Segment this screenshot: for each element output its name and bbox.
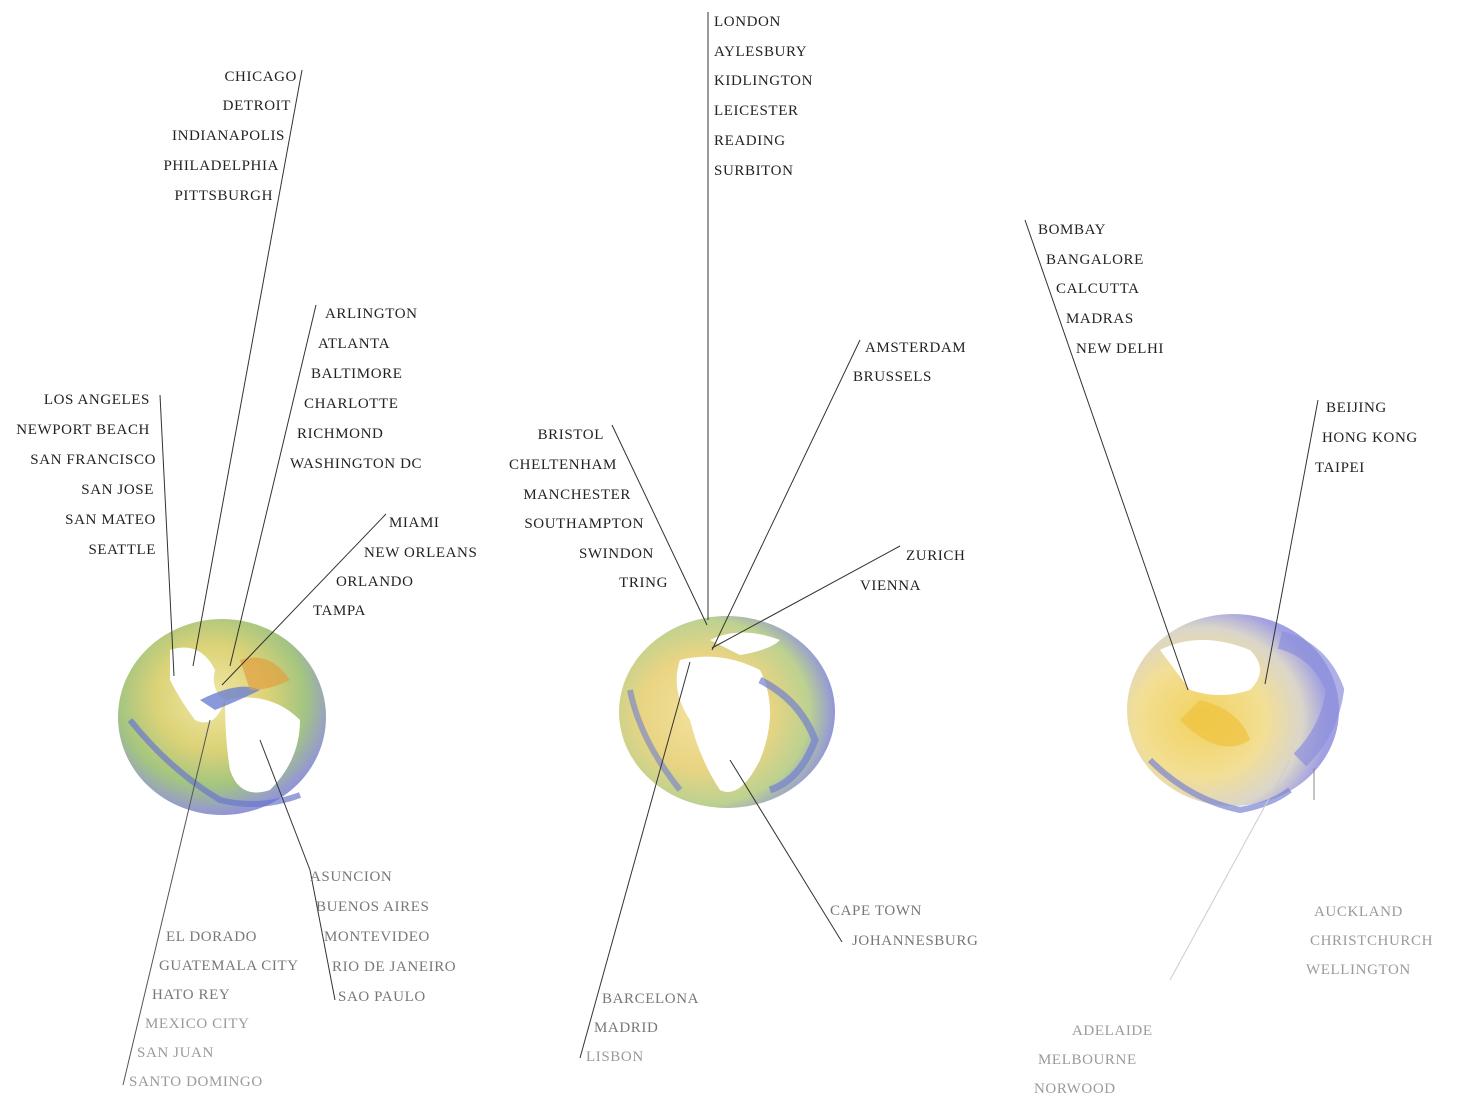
city-label: NORWOOD [1034,1081,1116,1097]
city-label: SANTO DOMINGO [129,1074,263,1090]
city-label: ASUNCION [310,869,393,885]
city-label: AUCKLAND [1314,904,1403,920]
city-label: SEATTLE [88,542,156,558]
city-label: MEXICO CITY [145,1016,250,1032]
city-label: CHARLOTTE [304,396,399,412]
city-label: SAN FRANCISCO [30,452,156,468]
globe-americas [118,619,326,815]
leader-south [221,513,387,686]
city-label: ORLANDO [336,574,414,590]
city-label: EL DORADO [166,929,258,945]
city-label: JOHANNESBURG [852,933,979,949]
leader-south-africa [729,759,843,943]
city-label: BOMBAY [1038,222,1107,238]
city-label: CAPE TOWN [830,903,922,919]
city-label: MADRAS [1066,311,1134,327]
city-label: TRING [619,575,668,591]
city-label: READING [714,133,786,149]
city-label: KIDLINGTON [714,73,814,89]
city-label: LEICESTER [714,103,799,119]
city-label: CHRISTCHURCH [1310,933,1434,949]
city-label: SAN MATEO [65,512,156,528]
city-label: HATO REY [152,987,231,1003]
city-label: BANGALORE [1046,252,1144,268]
city-label: MELBOURNE [1038,1052,1137,1068]
city-label: BRUSSELS [853,369,932,385]
city-label: MONTEVIDEO [324,929,430,945]
leader-uk-west [611,424,708,626]
leader-west [159,394,175,677]
city-label: SAO PAULO [338,989,426,1005]
city-label: AYLESBURY [714,44,808,60]
city-label: ATLANTA [318,336,391,352]
city-label: SURBITON [714,163,794,179]
globe-europe-africa [619,616,835,808]
city-label: ARLINGTON [325,306,418,322]
city-label: AMSTERDAM [865,340,967,356]
leader-south-america [259,739,311,871]
city-label: BARCELONA [602,991,700,1007]
city-label: TAMPA [313,603,366,619]
leader-midwest [192,69,303,667]
city-label: BALTIMORE [311,366,403,382]
city-label: GUATEMALA CITY [159,958,299,974]
city-label: CHICAGO [224,69,297,85]
city-label: PHILADELPHIA [163,158,279,174]
city-label: WELLINGTON [1306,962,1411,978]
city-label: SOUTHAMPTON [524,516,644,532]
leader-east [229,304,317,667]
leader-australia [1169,759,1291,981]
city-label: LONDON [714,14,781,30]
city-label: LOS ANGELES [43,392,150,408]
city-label: MIAMI [389,515,440,531]
city-label: NEW DELHI [1076,341,1165,357]
city-label: BEIJING [1326,400,1387,416]
leader-india [1024,219,1189,691]
city-label: NEW ORLEANS [364,545,478,561]
city-label: LISBON [586,1049,644,1065]
city-label: SWINDON [578,546,654,562]
city-label: PITTSBURGH [174,188,273,204]
city-label: RICHMOND [297,426,384,442]
city-label: DETROIT [222,98,291,114]
leader-east-asia [1264,399,1319,685]
city-label: NEWPORT BEACH [16,422,150,438]
globe-asia-pacific [1127,614,1345,814]
city-label: MADRID [594,1020,659,1036]
city-label: ZURICH [906,548,966,564]
city-label: RIO DE JANEIRO [332,959,457,975]
leader-central-europe [711,545,901,649]
city-label: BUENOS AIRES [316,899,430,915]
leader-central-america [122,719,211,1086]
leader-benelux [711,339,861,651]
city-label: SAN JUAN [137,1045,214,1061]
city-label: ADELAIDE [1072,1023,1153,1039]
city-label: MANCHESTER [523,487,631,503]
city-label: HONG KONG [1322,430,1418,446]
city-label: VIENNA [860,578,922,594]
leader-iberia [579,661,691,1059]
city-label: SAN JOSE [81,482,154,498]
city-label: CALCUTTA [1056,281,1140,297]
city-label: WASHINGTON DC [290,456,423,472]
city-label: INDIANAPOLIS [171,128,285,144]
city-label: CHELTENHAM [509,457,617,473]
city-label: BRISTOL [537,427,604,443]
city-label: TAIPEI [1315,460,1365,476]
